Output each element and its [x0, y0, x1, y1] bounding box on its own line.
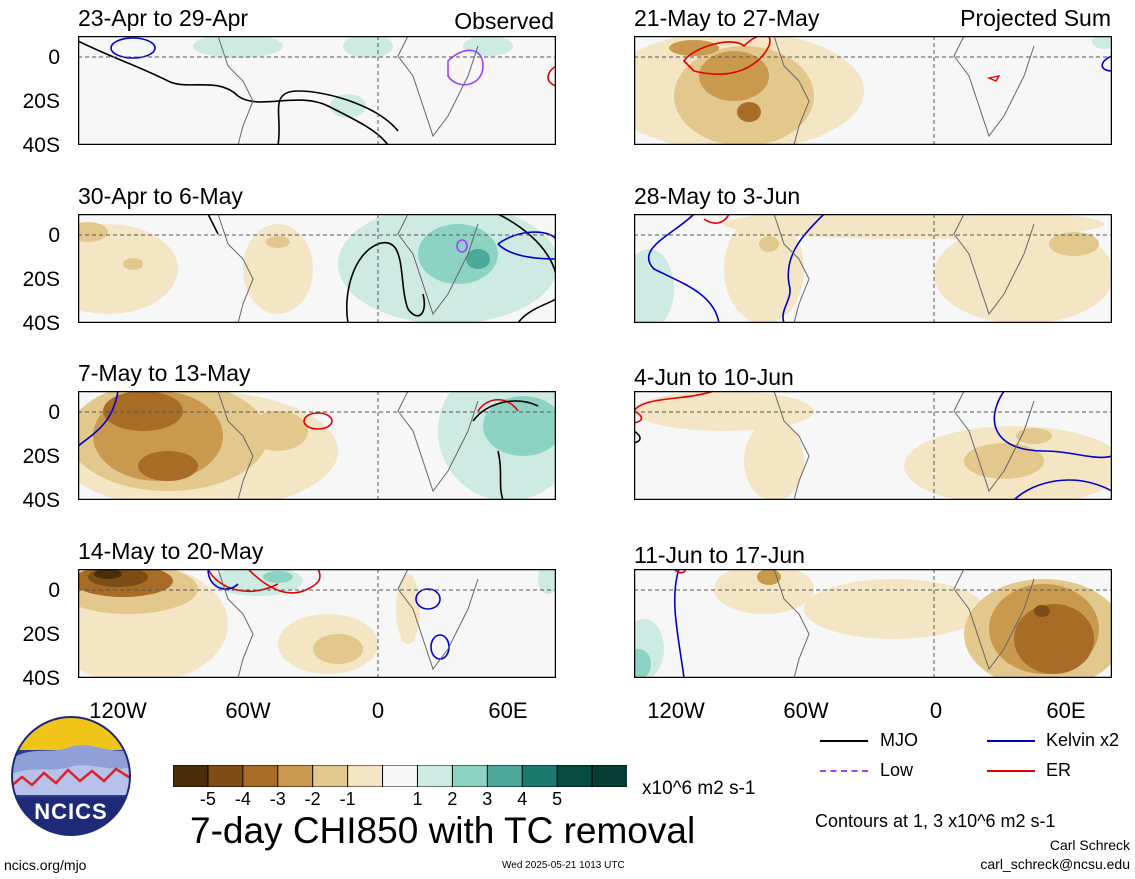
panel-title-6: 28-May to 3-Jun — [634, 183, 801, 209]
colorbar-swatch — [382, 764, 419, 788]
xlab-left-60e: 60E — [488, 698, 528, 723]
colorbar-tick-label: -4 — [234, 789, 251, 809]
ylab-p2-0: 0 — [48, 224, 60, 247]
colorbar — [172, 764, 628, 788]
contours-note: Contours at 1, 3 x10^6 m2 s-1 — [815, 811, 1056, 831]
colorbar-swatch — [207, 764, 244, 788]
legend-label-mjo: MJO — [880, 730, 918, 750]
ylab-p2-40s: 40S — [22, 312, 60, 335]
map-panel-7 — [634, 391, 1112, 500]
colorbar-tick-label: -2 — [304, 789, 321, 809]
colorbar-tick-label: -3 — [269, 789, 286, 809]
colorbar-tick-label: 4 — [517, 789, 528, 809]
author-name: Carl Schreck — [1049, 837, 1130, 853]
ylab-p3-40s: 40S — [22, 489, 60, 512]
colorbar-tick-label: -1 — [339, 789, 356, 809]
legend-label-kelvin: Kelvin x2 — [1046, 730, 1120, 750]
colorbar-svg — [172, 764, 628, 788]
colorbar-swatch — [521, 764, 559, 788]
colorbar-tick-label: -5 — [199, 789, 216, 809]
observed-label: Observed — [454, 8, 554, 34]
site-link[interactable]: ncics.org/mjo — [4, 857, 87, 873]
colorbar-swatch — [451, 764, 489, 788]
panel-title-1: 23-Apr to 29-Apr — [78, 5, 249, 31]
colorbar-swatch — [416, 764, 454, 788]
legend-line-low — [820, 770, 868, 772]
legend-line-mjo — [820, 740, 868, 742]
legend-line-kelvin — [987, 740, 1035, 742]
map-panel-4 — [78, 569, 556, 678]
colorbar-tick-label: 1 — [412, 789, 423, 809]
ylab-p1-20s: 20S — [22, 90, 60, 113]
legend-line-er — [987, 770, 1035, 772]
panel-title-3: 7-May to 13-May — [78, 360, 251, 386]
panel-title-2: 30-Apr to 6-May — [78, 183, 243, 209]
colorbar-swatch — [242, 764, 279, 788]
panel-title-4: 14-May to 20-May — [78, 538, 264, 564]
colorbar-swatch — [277, 764, 314, 788]
ylab-p3-0: 0 — [48, 401, 60, 424]
main-title: 7-day CHI850 with TC removal — [190, 810, 696, 851]
xlab-right-60w: 60W — [783, 698, 829, 723]
colorbar-tick-label: 5 — [552, 789, 563, 809]
author-email[interactable]: carl_schreck@ncsu.edu — [980, 856, 1130, 872]
ylab-p1-0: 0 — [48, 46, 60, 69]
ylab-p4-0: 0 — [48, 579, 60, 602]
colorbar-swatch — [347, 764, 384, 788]
xlab-left-0: 0 — [371, 698, 385, 723]
ncics-logo-text: NCICS — [34, 799, 108, 824]
ncics-logo[interactable]: NCICS — [10, 715, 132, 837]
legend-label-low: Low — [880, 760, 914, 780]
panel-title-5: 21-May to 27-May — [634, 5, 820, 31]
map-panel-5 — [634, 36, 1112, 145]
colorbar-tick-label: 2 — [447, 789, 458, 809]
panel-title-7: 4-Jun to 10-Jun — [634, 364, 794, 390]
xlab-left-60w: 60W — [225, 698, 271, 723]
colorbar-swatch — [591, 764, 628, 788]
timestamp: Wed 2025-05-21 1013 UTC — [502, 860, 625, 871]
legend-label-er: ER — [1046, 760, 1072, 780]
xlab-right-60e: 60E — [1046, 698, 1086, 723]
xlab-right-120w: 120W — [647, 698, 705, 723]
xlab-right-0: 0 — [929, 698, 943, 723]
map-panel-6 — [634, 214, 1112, 323]
map-panel-2 — [78, 214, 556, 323]
colorbar-swatch — [556, 764, 594, 788]
panel-title-8: 11-Jun to 17-Jun — [634, 542, 805, 568]
colorbar-units: x10^6 m2 s-1 — [642, 778, 756, 799]
colorbar-swatch — [486, 764, 524, 788]
colorbar-swatch — [172, 764, 209, 788]
ylab-p3-20s: 20S — [22, 445, 60, 468]
colorbar-tick-label: 3 — [482, 789, 493, 809]
map-panel-3 — [78, 391, 556, 500]
ylab-p1-40s: 40S — [22, 134, 60, 157]
colorbar-swatch — [312, 764, 349, 788]
xlab-left-120w: 120W — [89, 698, 147, 723]
ylab-p2-20s: 20S — [22, 268, 60, 291]
projected-label: Projected Sum — [960, 5, 1111, 31]
map-panel-1 — [78, 36, 556, 145]
ylab-p4-20s: 20S — [22, 623, 60, 646]
ylab-p4-40s: 40S — [22, 667, 60, 690]
map-panel-8 — [634, 569, 1112, 678]
